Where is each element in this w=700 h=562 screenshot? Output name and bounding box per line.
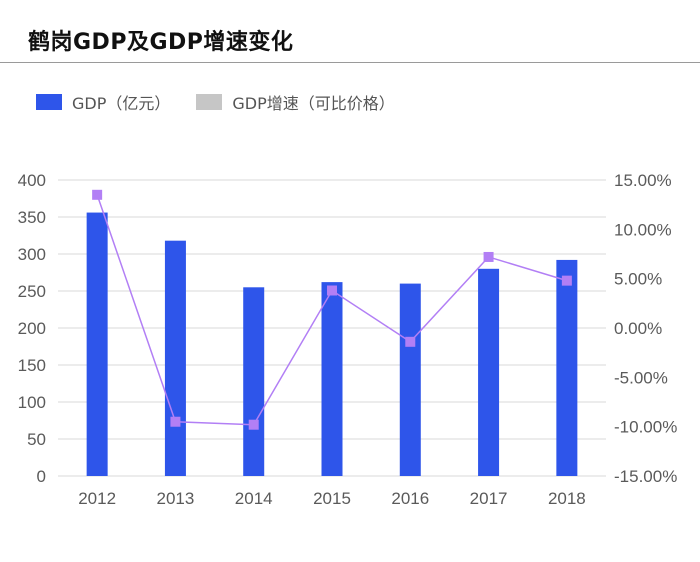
bar bbox=[556, 259, 578, 476]
legend-label-growth: GDP增速（可比价格） bbox=[232, 94, 395, 113]
growth-marker bbox=[248, 419, 259, 430]
legend-item-growth: GDP增速（可比价格） bbox=[196, 90, 395, 114]
y-left-tick-label: 350 bbox=[18, 208, 46, 227]
bar bbox=[164, 240, 186, 476]
growth-marker bbox=[170, 416, 181, 427]
legend-label-gdp: GDP（亿元） bbox=[72, 94, 171, 113]
chart-title: 鹤岗GDP及GDP增速变化 bbox=[28, 30, 294, 55]
y-right-tick-label: 15.00% bbox=[614, 171, 672, 190]
growth-marker bbox=[561, 275, 572, 286]
bar bbox=[86, 212, 108, 476]
y-left-tick-label: 200 bbox=[18, 319, 46, 338]
growth-marker bbox=[92, 189, 103, 200]
x-tick-label: 2013 bbox=[157, 489, 195, 508]
growth-marker bbox=[405, 336, 416, 347]
y-left-tick-label: 100 bbox=[18, 393, 46, 412]
y-right-tick-label: 5.00% bbox=[614, 270, 662, 289]
growth-marker bbox=[327, 285, 337, 296]
y-left-tick-label: 0 bbox=[37, 467, 46, 486]
y-left-tick-label: 250 bbox=[18, 282, 46, 301]
bar bbox=[478, 268, 500, 476]
legend: GDP（亿元） GDP增速（可比价格） bbox=[36, 90, 421, 114]
y-right-tick-label: 0.00% bbox=[614, 319, 662, 338]
growth-marker bbox=[483, 251, 494, 262]
x-tick-label: 2014 bbox=[235, 489, 273, 508]
x-tick-label: 2018 bbox=[548, 489, 586, 508]
y-right-tick-label: -10.00% bbox=[614, 418, 677, 437]
y-left-tick-label: 400 bbox=[18, 171, 46, 190]
x-tick-label: 2016 bbox=[391, 489, 429, 508]
bar bbox=[321, 282, 343, 476]
y-left-tick-label: 300 bbox=[18, 245, 46, 264]
y-left-tick-label: 150 bbox=[18, 356, 46, 375]
bar bbox=[243, 287, 265, 476]
y-left-tick-label: 50 bbox=[27, 430, 46, 449]
y-right-tick-label: 10.00% bbox=[614, 220, 672, 239]
y-right-tick-label: -15.00% bbox=[614, 467, 677, 486]
x-tick-label: 2015 bbox=[313, 489, 351, 508]
bar bbox=[399, 283, 421, 476]
title-divider bbox=[0, 62, 700, 63]
x-tick-label: 2012 bbox=[78, 489, 116, 508]
legend-swatch-gdp bbox=[36, 94, 62, 110]
y-right-tick-label: -5.00% bbox=[614, 368, 668, 387]
x-tick-label: 2017 bbox=[470, 489, 508, 508]
legend-item-gdp: GDP（亿元） bbox=[36, 90, 170, 114]
legend-swatch-growth bbox=[196, 94, 223, 110]
